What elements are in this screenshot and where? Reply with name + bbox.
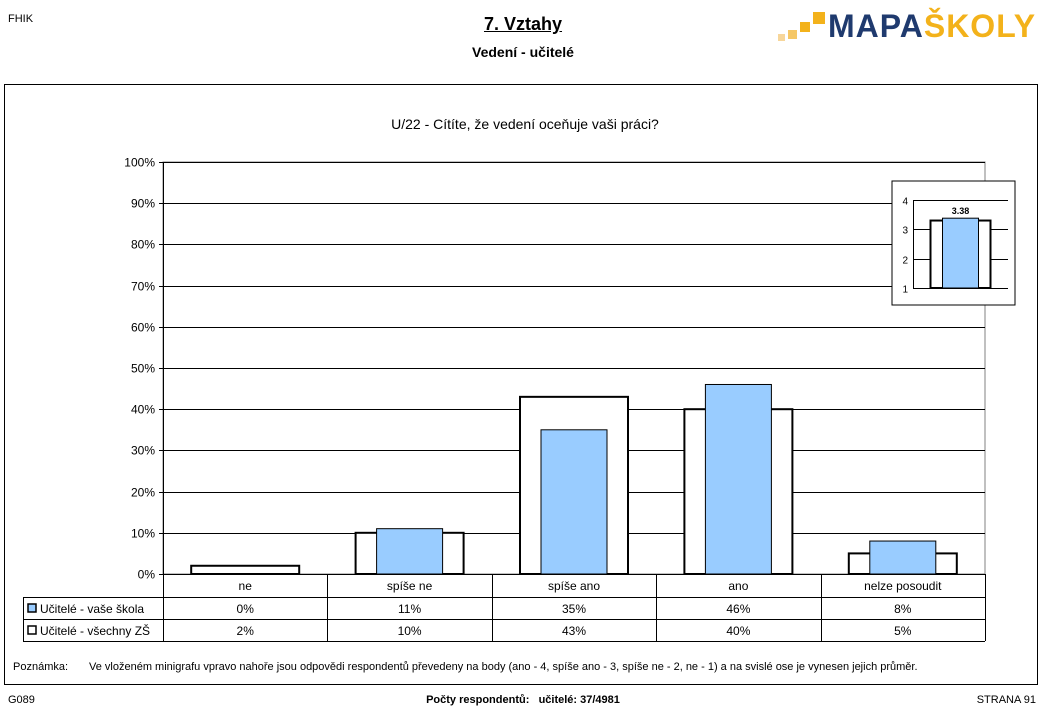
chart-title: U/22 - Cítíte, že vedení oceňuje vaši pr… bbox=[391, 116, 659, 132]
x-category-label: ano bbox=[728, 579, 748, 593]
inset-y-tick-label: 4 bbox=[902, 197, 908, 208]
corner-code: FHIK bbox=[8, 13, 34, 25]
y-tick-label: 40% bbox=[131, 403, 155, 417]
data-label: 43% bbox=[562, 624, 586, 638]
data-label: 0% bbox=[237, 602, 255, 616]
x-category-label: nelze posoudit bbox=[864, 579, 942, 593]
plot-area: 0% 10% 20% 30% 40% 50% 60% 70% 80% 90% 100% bbox=[124, 156, 986, 582]
legend-series-name: Učitelé - vaše škola bbox=[40, 602, 144, 616]
y-tick-label: 100% bbox=[124, 156, 155, 170]
legend-swatch bbox=[27, 625, 37, 635]
note-text: Ve vloženém minigrafu vpravo nahoře jsou… bbox=[89, 661, 918, 673]
data-label: 2% bbox=[237, 624, 255, 638]
footer-code: G089 bbox=[8, 694, 35, 706]
x-category-label: spíše ano bbox=[548, 579, 600, 593]
data-label: 8% bbox=[894, 602, 912, 616]
chart: U/22 - Cítíte, že vedení oceňuje vaši pr… bbox=[13, 116, 1016, 673]
logo-squares-icon bbox=[778, 12, 825, 41]
page-number: STRANA 91 bbox=[976, 694, 1036, 706]
inset-average-chart: 1 2 3 4 3.38 bbox=[891, 180, 1016, 306]
logo-text-part2: ŠKOLY bbox=[923, 8, 1037, 44]
respondent-counts-label: Počty respondentů: bbox=[426, 694, 530, 706]
inset-y-tick-label: 1 bbox=[902, 285, 908, 296]
note-label: Poznámka: bbox=[13, 661, 68, 673]
inset-bar-your-school bbox=[942, 217, 979, 289]
respondent-counts-value: učitelé: 37/4981 bbox=[538, 694, 620, 706]
note: Poznámka: Ve vloženém minigrafu vpravo n… bbox=[13, 661, 918, 673]
page-subtitle: Vedení - učitelé bbox=[472, 44, 574, 60]
page-title: 7. Vztahy bbox=[483, 14, 563, 34]
legend-series-name: Učitelé - všechny ZŠ bbox=[40, 623, 150, 638]
data-label: 40% bbox=[726, 624, 750, 638]
bar-your-school bbox=[376, 528, 444, 575]
logo-text: MAPAŠKOLY bbox=[828, 8, 1036, 44]
data-label: 5% bbox=[894, 624, 912, 638]
data-label: 35% bbox=[562, 602, 586, 616]
data-label: 46% bbox=[726, 602, 750, 616]
y-tick-label: 50% bbox=[131, 362, 155, 376]
mapaskoly-logo: MAPAŠKOLY bbox=[778, 8, 1035, 44]
data-label: 10% bbox=[398, 624, 422, 638]
y-tick-label: 60% bbox=[131, 321, 155, 335]
inset-y-tick-label: 3 bbox=[902, 226, 908, 237]
y-tick-label: 80% bbox=[131, 238, 155, 252]
data-table: ne spíše ne spíše ano ano nelze posoudit Učit… bbox=[23, 574, 986, 642]
y-tick-label: 0% bbox=[138, 568, 156, 582]
bar-your-school bbox=[704, 383, 772, 575]
x-category-label: ne bbox=[239, 579, 253, 593]
x-category-label: spíše ne bbox=[387, 579, 433, 593]
inset-value-label: 3.38 bbox=[952, 206, 970, 216]
inset-y-tick-label: 2 bbox=[902, 256, 908, 267]
legend-swatch bbox=[27, 603, 37, 613]
respondent-counts: Počty respondentů: učitelé: 37/4981 bbox=[0, 694, 1046, 706]
y-tick-label: 10% bbox=[131, 527, 155, 541]
y-tick-label: 30% bbox=[131, 444, 155, 458]
bar-all-schools bbox=[190, 564, 301, 576]
y-tick-label: 70% bbox=[131, 280, 155, 294]
logo-text-part1: MAPA bbox=[828, 8, 924, 44]
y-tick-label: 20% bbox=[131, 486, 155, 500]
bar-your-school bbox=[540, 429, 608, 575]
y-tick-label: 90% bbox=[131, 197, 155, 211]
data-label: 11% bbox=[398, 602, 421, 616]
chart-frame: U/22 - Cítíte, že vedení oceňuje vaši pr… bbox=[4, 84, 1038, 685]
bar-your-school bbox=[869, 540, 937, 575]
